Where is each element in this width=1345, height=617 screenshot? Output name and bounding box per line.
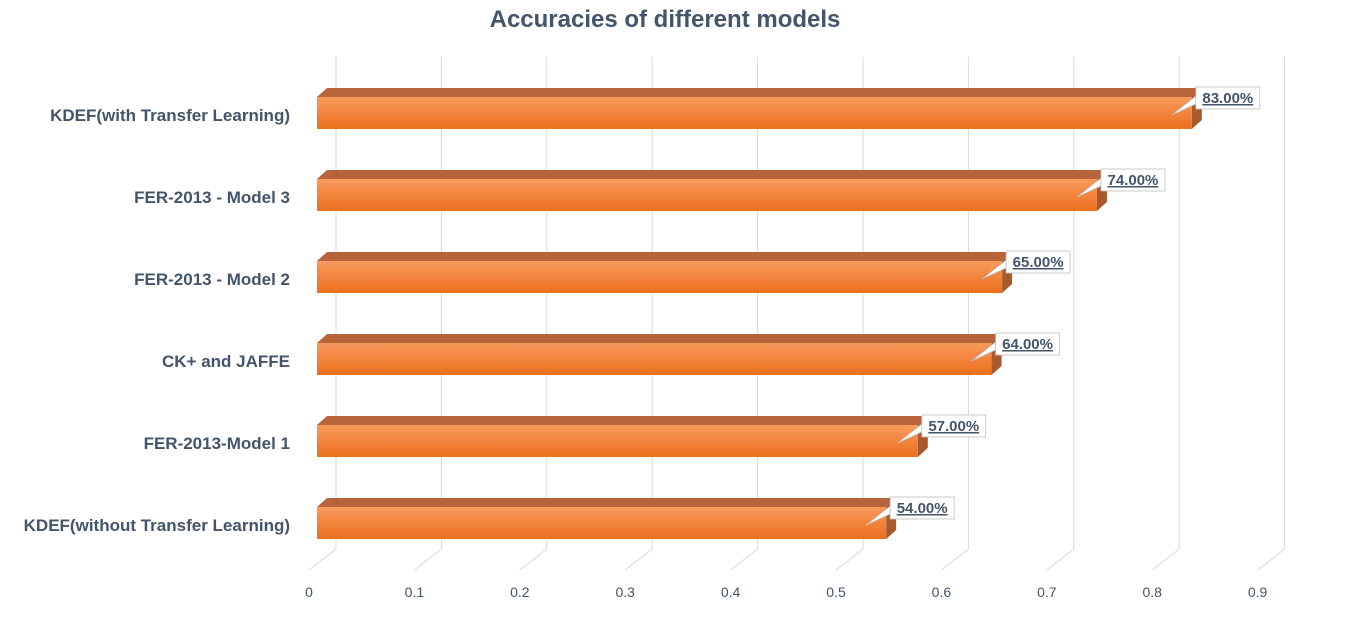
gridline (1046, 57, 1075, 571)
category-label: KDEF(with Transfer Learning) (50, 106, 290, 125)
callout-box (921, 414, 987, 438)
bar-front-face (317, 179, 1097, 211)
data-label-text: 65.00% (1013, 254, 1064, 271)
bar (317, 334, 1002, 375)
gridline (519, 57, 548, 571)
data-label-text: 74.00% (1108, 172, 1159, 189)
bar-front-face (317, 97, 1192, 129)
x-tick-label: 0.2 (510, 584, 530, 600)
chart-title: Accuracies of different models (490, 6, 841, 33)
x-tick-label: 0.9 (1248, 584, 1268, 600)
x-tick-label: 0.8 (1142, 584, 1162, 600)
data-label-text: 54.00% (897, 500, 948, 517)
gridline (835, 57, 864, 571)
data-label-text: 83.00% (1202, 90, 1253, 107)
bar (317, 252, 1013, 293)
data-label: 54.00% (865, 496, 955, 526)
bar-front-face (317, 343, 992, 375)
gridline (941, 57, 969, 571)
data-label: 74.00% (1076, 168, 1166, 198)
callout-box (889, 496, 955, 520)
category-label: CK+ and JAFFE (162, 352, 290, 371)
bar-top-face (317, 88, 1202, 97)
bar-front-face (317, 425, 918, 457)
x-tick-label: 0.3 (615, 584, 635, 600)
x-tick-label: 0.1 (405, 584, 425, 600)
gridlines (308, 57, 1286, 571)
bar (317, 498, 897, 539)
gridline (308, 57, 337, 571)
bar (317, 170, 1107, 211)
bar (317, 416, 928, 457)
bar-top-face (317, 498, 897, 507)
category-label: FER-2013 - Model 2 (134, 270, 290, 289)
bars (317, 88, 1202, 539)
category-label: FER-2013-Model 1 (144, 434, 290, 453)
bar-top-face (317, 252, 1013, 261)
bar-front-face (317, 507, 887, 539)
gridline (414, 57, 442, 571)
x-tick-label: 0.4 (721, 584, 741, 600)
bar-front-face (317, 261, 1003, 293)
callout-box (1195, 86, 1261, 110)
x-tick-label: 0.7 (1037, 584, 1057, 600)
category-labels: KDEF(with Transfer Learning) FER-2013 - M… (24, 106, 290, 535)
gridline (730, 57, 759, 571)
x-tick-label: 0.5 (826, 584, 846, 600)
category-label: FER-2013 - Model 3 (134, 188, 290, 207)
data-labels: 83.00% 74.00% 65.00% 64.00% 57.00% 54.00% (865, 86, 1261, 526)
data-label-text: 64.00% (1002, 336, 1053, 353)
data-label-text: 57.00% (928, 418, 979, 435)
data-label: 83.00% (1171, 86, 1261, 116)
data-label: 65.00% (981, 250, 1071, 280)
x-tick-label: 0.6 (932, 584, 952, 600)
data-label: 64.00% (971, 332, 1060, 362)
bar-top-face (317, 334, 1002, 343)
bar (317, 88, 1202, 129)
callout-box (995, 332, 1060, 356)
bar-top-face (317, 416, 928, 425)
callout-box (1005, 250, 1071, 274)
gridline (1257, 57, 1286, 571)
x-tick-label: 0 (305, 584, 313, 600)
data-label: 57.00% (897, 414, 987, 444)
category-label: KDEF(without Transfer Learning) (24, 516, 290, 535)
callout-box (1100, 168, 1166, 192)
gridline (1151, 57, 1180, 571)
x-axis-ticks: 0 0.1 0.2 0.3 0.4 0.5 0.6 0.7 0.8 0.9 (305, 584, 1267, 600)
gridline (624, 57, 653, 571)
bar-top-face (317, 170, 1107, 179)
